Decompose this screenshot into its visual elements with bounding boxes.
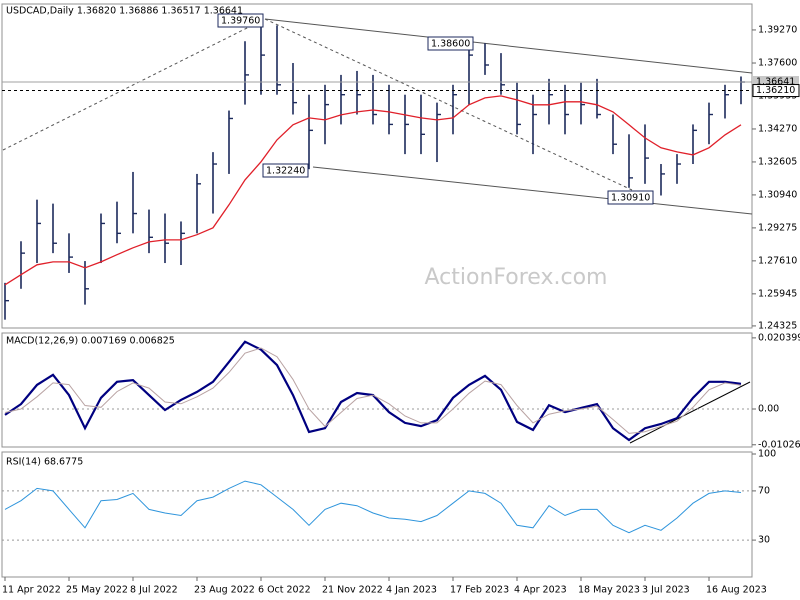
annotation: 1.39760 [221, 16, 260, 27]
channel-top [264, 18, 753, 74]
x-tick-label: 4 Apr 2023 [514, 585, 567, 596]
y-tick-label: 1.27610 [758, 255, 797, 266]
annotation-box [262, 163, 309, 178]
y-tick-label: 1.32605 [758, 156, 797, 167]
watermark: ActionForex.com [425, 265, 608, 290]
y-tick-label: 0.020399 [758, 332, 800, 343]
rsi-panel [1, 451, 753, 578]
moving-average [4, 95, 742, 286]
y-tick-label: 70 [758, 485, 770, 496]
y-tick-label: 100 [758, 449, 776, 460]
dotted-trend [2, 18, 266, 151]
x-tick-label: 4 Jan 2023 [386, 585, 437, 596]
annotation: 1.32240 [266, 166, 305, 177]
panel-title: USDCAD,Daily 1.36820 1.36886 1.36517 1.3… [6, 6, 243, 17]
x-tick-label: 23 Aug 2022 [194, 585, 255, 596]
annotation: 1.38600 [431, 39, 470, 50]
x-tick-label: 11 Apr 2022 [2, 585, 61, 596]
panel-title: MACD(12,26,9) 0.007169 0.006825 [6, 336, 175, 347]
y-tick-label: -0.01026 [758, 439, 800, 450]
y-tick-label: 1.37600 [758, 58, 797, 69]
drawings [2, 18, 753, 444]
x-tick-label: 18 May 2023 [578, 585, 640, 596]
annotation: 1.30910 [611, 193, 650, 204]
y-tick-label: 0.00 [758, 404, 779, 415]
y-tick-label: 1.25945 [758, 288, 797, 299]
annotation-box [607, 190, 654, 205]
price-tag-label: 1.36641 [756, 77, 795, 88]
y-tick-label: 1.29275 [758, 222, 797, 233]
price-panel [1, 3, 753, 329]
channel-bottom [312, 166, 753, 215]
y-tick-label: 30 [758, 535, 770, 546]
macd-panel [1, 332, 753, 448]
y-tick-label: 1.30940 [758, 189, 797, 200]
x-tick-label: 3 Jul 2023 [642, 585, 690, 596]
annotation-box [427, 36, 474, 51]
dotted-trend [264, 18, 633, 191]
x-tick-label: 25 May 2022 [66, 585, 128, 596]
series-line [4, 480, 742, 534]
x-tick-label: 16 Aug 2023 [706, 585, 767, 596]
y-tick-label: 1.39270 [758, 24, 797, 35]
annotation-box [217, 13, 264, 28]
x-tick-label: 21 Nov 2022 [322, 585, 383, 596]
x-tick-label: 8 Jul 2022 [130, 585, 178, 596]
series-line [4, 347, 742, 434]
x-tick-label: 17 Feb 2023 [450, 585, 509, 596]
price-tag [752, 84, 800, 98]
y-tick-label: 1.24325 [758, 320, 797, 331]
price-tag-label: 1.36210 [756, 85, 795, 96]
macd-trendline [629, 381, 751, 444]
y-tick-label: 1.34270 [758, 123, 797, 134]
x-tick-label: 6 Oct 2022 [258, 585, 311, 596]
panel-title: RSI(14) 68.6775 [6, 457, 83, 468]
